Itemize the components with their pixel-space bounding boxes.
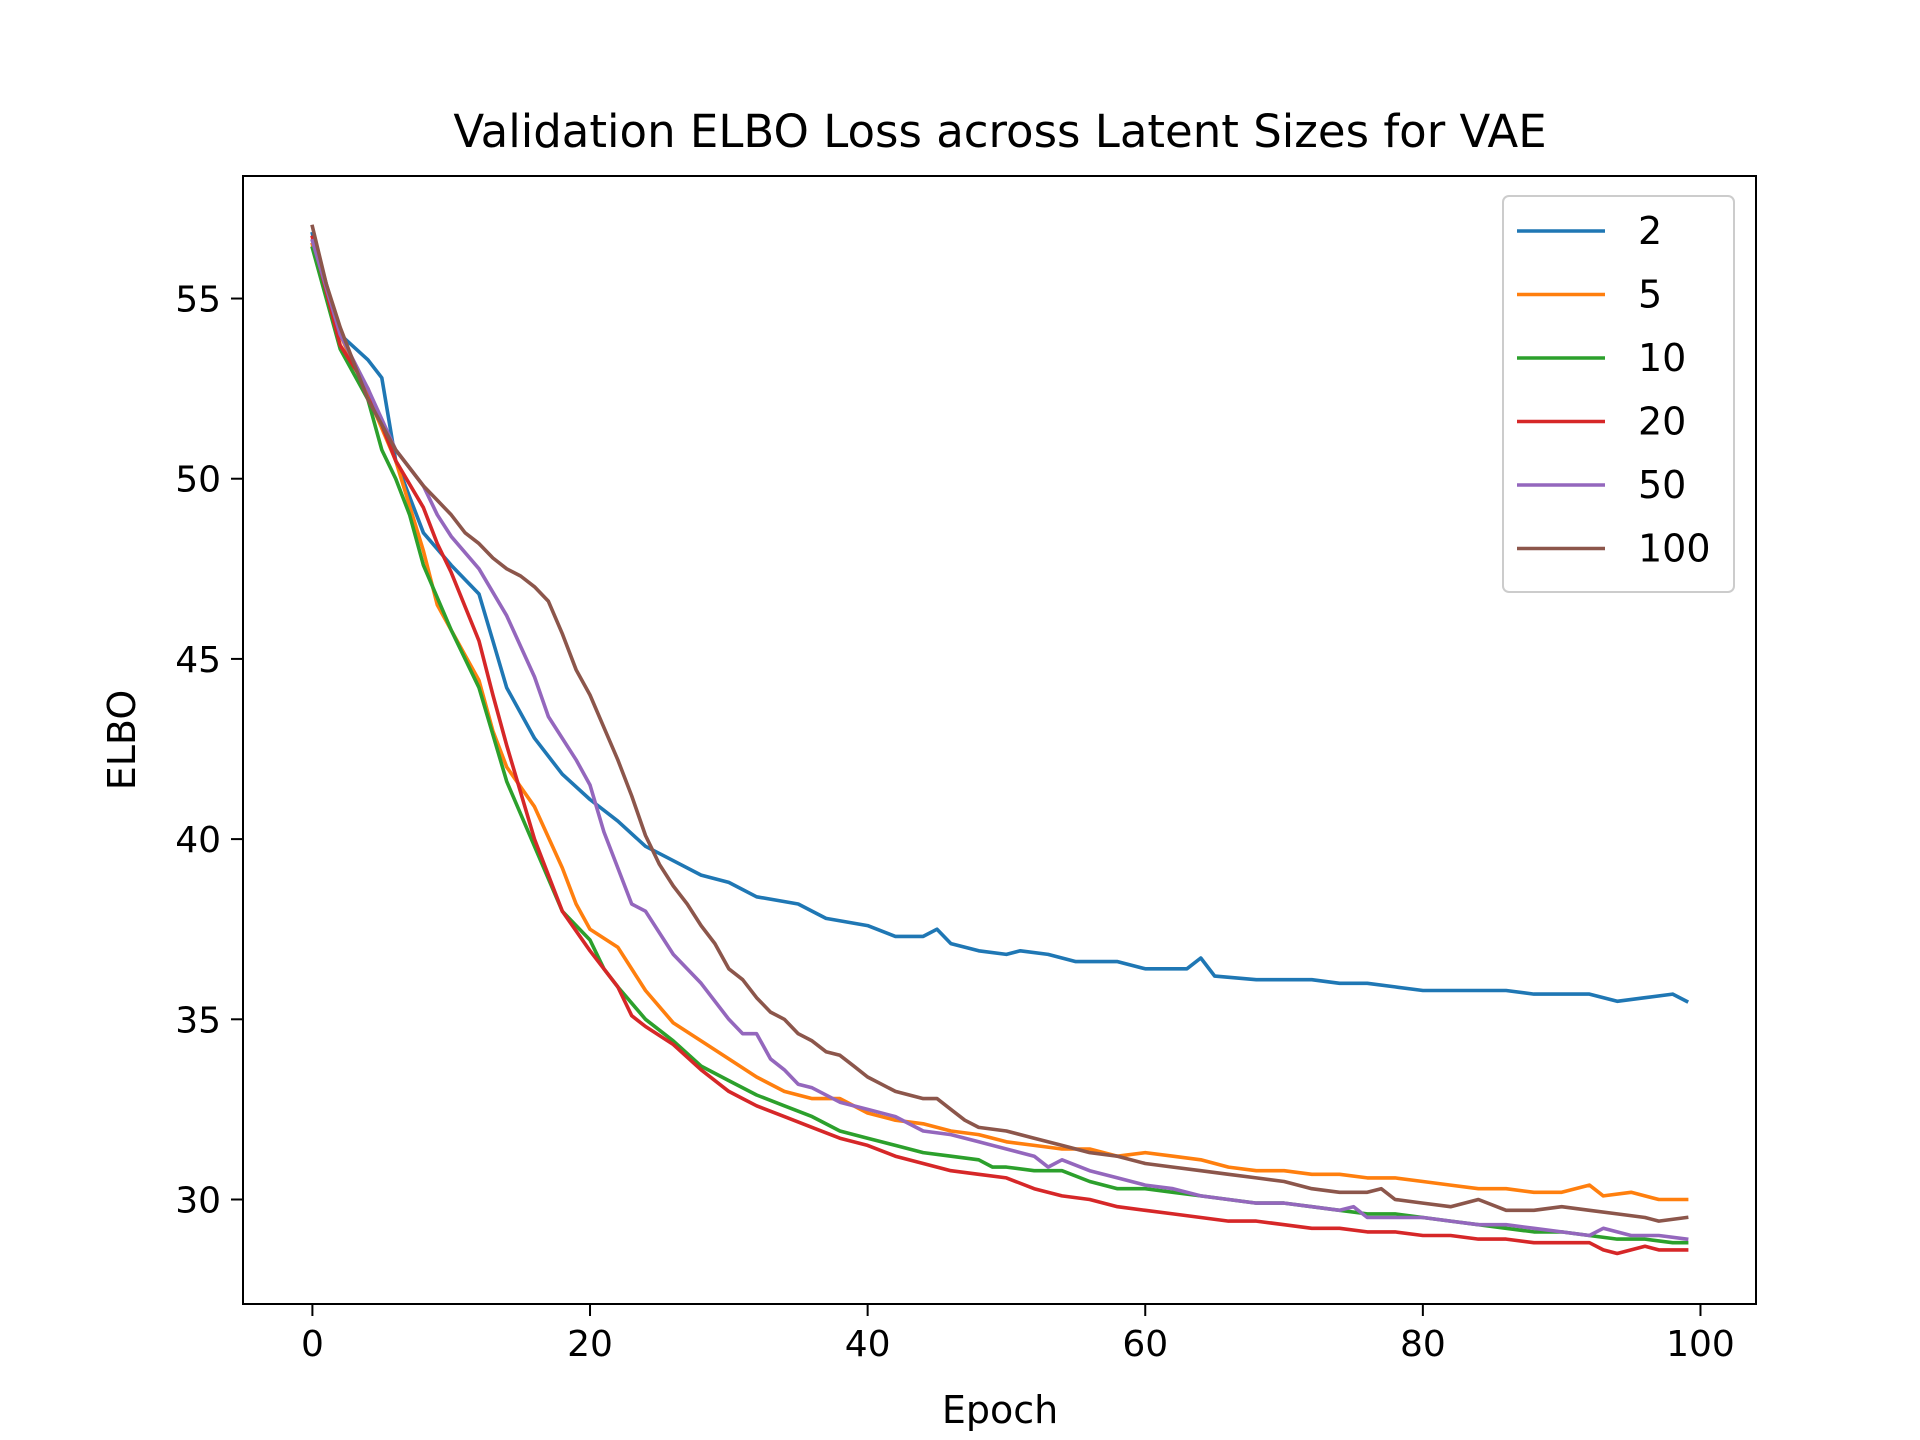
y-axis-label: ELBO	[100, 690, 144, 791]
chart-title: Validation ELBO Loss across Latent Sizes…	[453, 105, 1546, 158]
y-tick-label: 45	[175, 640, 221, 681]
plot-area-frame	[242, 175, 1757, 1305]
series-line-2	[310, 231, 1690, 1004]
legend-label-50: 50	[1638, 463, 1686, 507]
legend-label-20: 20	[1638, 400, 1686, 444]
x-tick-label: 40	[845, 1324, 891, 1365]
series-line-5	[310, 242, 1689, 1202]
x-tick-label: 0	[301, 1324, 324, 1365]
legend-label-10: 10	[1638, 336, 1686, 380]
y-tick-label: 50	[175, 460, 221, 501]
x-tick-label: 60	[1122, 1324, 1168, 1365]
y-tick-label: 30	[175, 1180, 221, 1221]
legend: 2 5 10 20 50 100	[1502, 195, 1735, 593]
series-line-10	[310, 245, 1689, 1245]
series-layer	[310, 224, 1690, 1256]
y-axis: 30 35 40 45 50 55	[175, 280, 243, 1221]
series-line-50	[310, 238, 1689, 1242]
x-tick-label: 20	[567, 1324, 613, 1365]
x-tick-label: 80	[1400, 1324, 1446, 1365]
legend-label-2: 2	[1638, 209, 1662, 253]
series-line-100	[310, 224, 1689, 1223]
y-tick-label: 55	[175, 280, 221, 321]
legend-label-100: 100	[1638, 527, 1711, 571]
y-tick-label: 35	[175, 1000, 221, 1041]
x-axis: 0 20 40 60 80 100	[301, 1304, 1735, 1365]
y-tick-label: 40	[175, 820, 221, 861]
series-line-20	[310, 235, 1689, 1256]
legend-label-5: 5	[1638, 273, 1662, 317]
x-axis-label: Epoch	[942, 1388, 1058, 1432]
x-tick-label: 100	[1666, 1324, 1735, 1365]
